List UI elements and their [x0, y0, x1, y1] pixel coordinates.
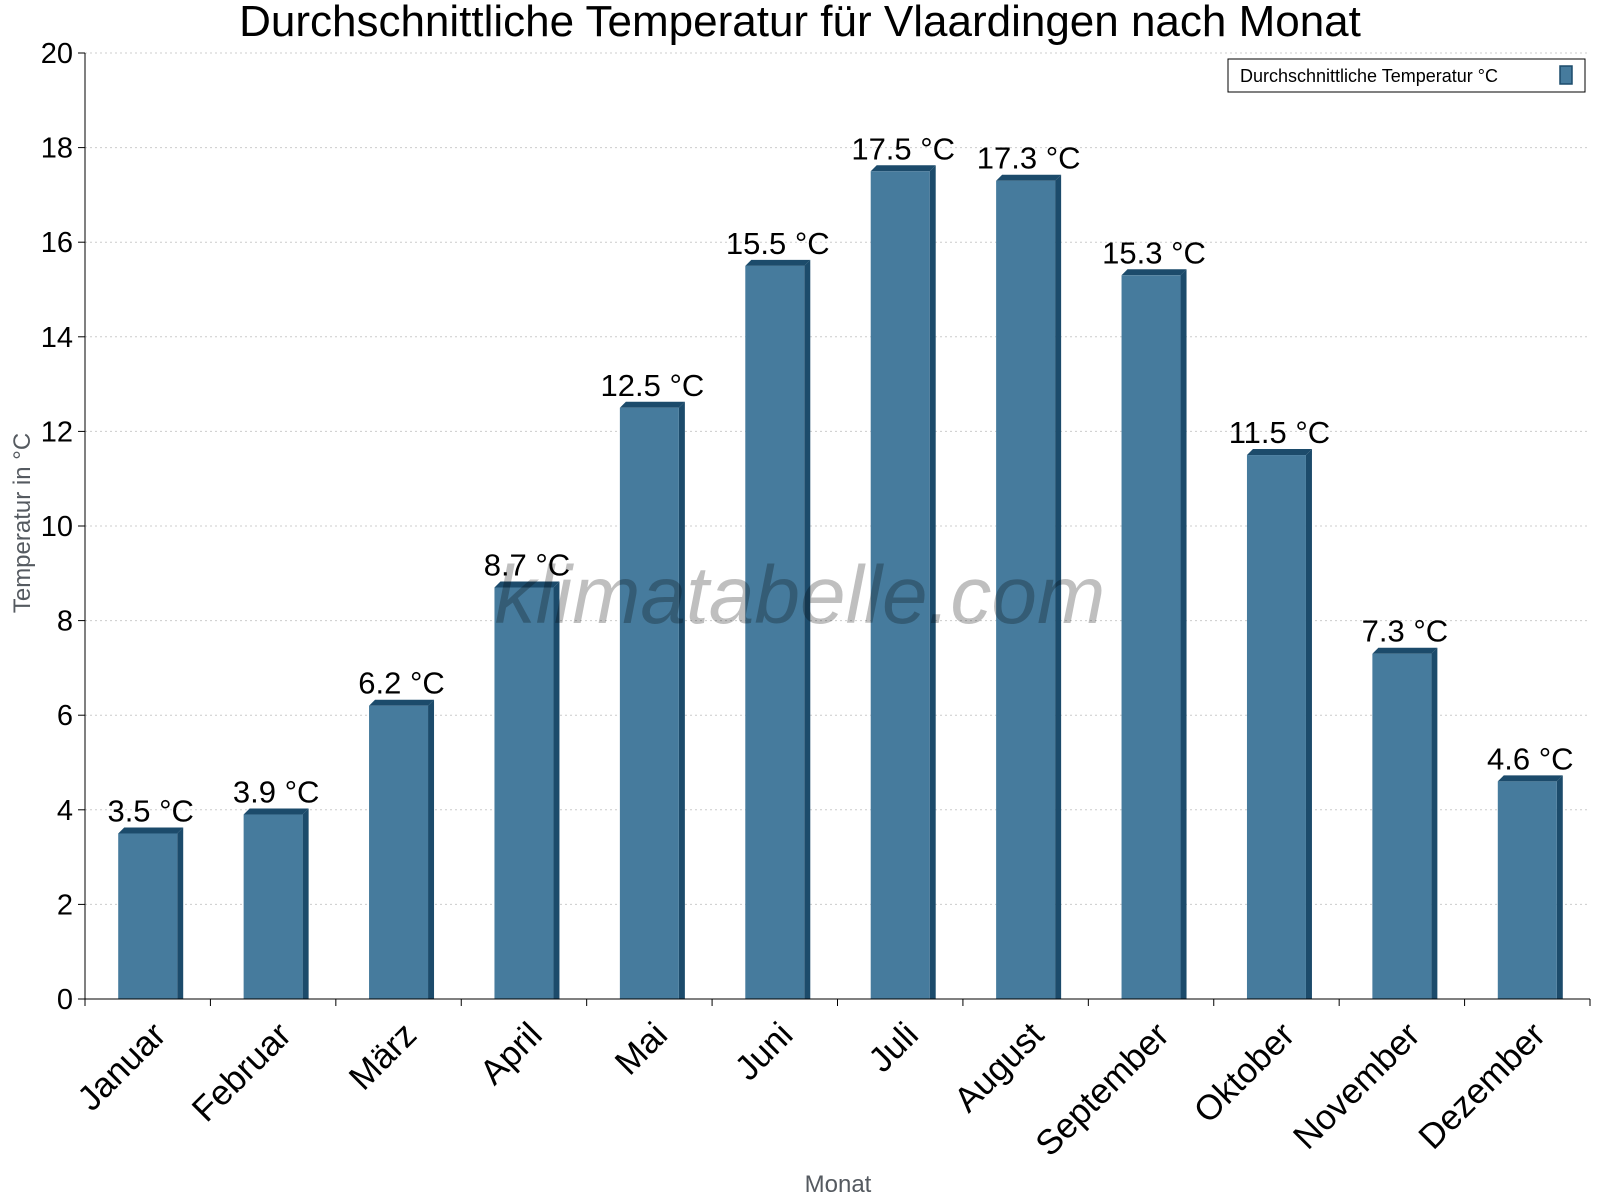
- bar-februar: [243, 808, 309, 999]
- y-tick-label: 14: [41, 322, 73, 354]
- bar-side: [929, 165, 936, 999]
- x-axis-label: Monat: [805, 1171, 872, 1198]
- bar-face: [1372, 653, 1432, 999]
- x-tick-label: April: [473, 1015, 550, 1092]
- bar-mai: [619, 401, 685, 999]
- bar-face: [1246, 455, 1306, 999]
- y-tick-label: 6: [57, 700, 73, 732]
- data-label: 15.3 °C: [1102, 235, 1206, 270]
- bar-oktober: [1246, 449, 1312, 999]
- legend-label: Durchschnittliche Temperatur °C: [1240, 66, 1498, 86]
- bar-face: [494, 587, 554, 999]
- x-tick-label: August: [947, 1015, 1052, 1120]
- y-tick-label: 10: [41, 511, 73, 543]
- bar-april: [494, 581, 560, 999]
- x-tick-label: September: [1028, 1015, 1177, 1164]
- bar-november: [1372, 647, 1438, 999]
- y-tick-labels: 0 2 4 6 8 10 12 14 16 18 20: [41, 38, 73, 1016]
- data-label: 15.5 °C: [726, 226, 830, 261]
- x-tick-label: Januar: [70, 1015, 173, 1118]
- bar-top: [243, 808, 309, 815]
- bar-top: [1121, 269, 1187, 276]
- bar-face: [369, 705, 429, 999]
- x-tick-label: März: [342, 1015, 425, 1098]
- bar-juni: [745, 259, 811, 1000]
- bar-märz: [369, 699, 435, 999]
- bar-face: [118, 833, 178, 999]
- bar-side: [804, 259, 811, 1000]
- data-labels: 3.5 °C 3.9 °C 6.2 °C 8.7 °C 12.5 °C 15.5 °C 17…: [107, 131, 1573, 828]
- bar-top: [745, 259, 811, 266]
- watermark: klimatabelle.com: [495, 550, 1106, 641]
- data-label: 4.6 °C: [1487, 741, 1574, 776]
- data-label: 3.5 °C: [107, 793, 194, 828]
- data-label: 7.3 °C: [1362, 614, 1449, 649]
- data-label: 6.2 °C: [358, 666, 445, 701]
- bar-top: [619, 401, 685, 408]
- y-tick-label: 2: [57, 889, 73, 921]
- bar-face: [243, 814, 303, 999]
- bar-side: [177, 827, 184, 999]
- data-label: 17.3 °C: [977, 141, 1081, 176]
- y-tick-label: 18: [41, 133, 73, 165]
- y-tick-label: 16: [41, 227, 73, 259]
- bar-dezember: [1497, 775, 1563, 999]
- bar-top: [118, 827, 184, 834]
- bar-side: [1305, 449, 1312, 999]
- bar-top: [494, 581, 560, 588]
- data-label: 11.5 °C: [1229, 415, 1330, 450]
- bar-side: [678, 401, 685, 999]
- bar-side: [302, 808, 309, 999]
- bar-top: [1497, 775, 1563, 782]
- bars: [118, 165, 1563, 1000]
- y-tick-label: 0: [57, 984, 73, 1016]
- x-tick-label: Juni: [727, 1015, 800, 1088]
- x-tick-label: Mai: [608, 1015, 675, 1082]
- bar-face: [1121, 275, 1181, 999]
- bar-top: [870, 165, 936, 172]
- bar-side: [553, 581, 560, 999]
- legend-box: [1227, 58, 1586, 93]
- bar-august: [996, 174, 1062, 999]
- y-axis-label: Temperatur in °C: [9, 433, 36, 613]
- x-tick-label: Oktober: [1187, 1015, 1303, 1131]
- legend: Durchschnittliche Temperatur °C: [1227, 58, 1586, 93]
- bar-top: [369, 699, 435, 706]
- bar-face: [619, 407, 679, 999]
- bar-face: [1497, 781, 1557, 999]
- y-tick-label: 20: [41, 38, 73, 70]
- x-tick-label: Juli: [861, 1015, 926, 1080]
- gridlines: [85, 52, 1590, 905]
- x-tick-label: November: [1286, 1015, 1428, 1157]
- bar-side: [428, 699, 435, 999]
- bar-juli: [870, 165, 936, 999]
- chart-title: Durchschnittliche Temperatur für Vlaardi…: [239, 0, 1361, 46]
- data-label: 3.9 °C: [233, 775, 320, 810]
- y-tick-label: 4: [57, 795, 73, 827]
- data-label: 17.5 °C: [851, 131, 955, 166]
- bar-face: [745, 265, 805, 1000]
- data-label: 12.5 °C: [601, 368, 705, 403]
- bar-face: [996, 180, 1056, 999]
- bar-side: [1180, 269, 1187, 999]
- y-tick-label: 12: [41, 416, 73, 448]
- x-tick-label: Februar: [185, 1015, 299, 1129]
- legend-swatch: [1559, 65, 1573, 85]
- y-tick-label: 8: [57, 606, 73, 638]
- x-tick-labels: Januar Februar März April Mai Juni Juli AugustS…: [70, 1015, 1553, 1164]
- x-tick-label: Dezember: [1411, 1015, 1553, 1157]
- bar-top: [1246, 449, 1312, 456]
- bar-top: [996, 174, 1062, 181]
- data-label: 8.7 °C: [484, 547, 571, 582]
- bar-top: [1372, 647, 1438, 654]
- bar-side: [1055, 174, 1062, 999]
- bar-side: [1431, 647, 1438, 999]
- bar-face: [870, 171, 930, 999]
- bar-januar: [118, 827, 184, 999]
- bar-september: [1121, 269, 1187, 999]
- bar-side: [1556, 775, 1563, 999]
- axes: [78, 52, 1591, 1006]
